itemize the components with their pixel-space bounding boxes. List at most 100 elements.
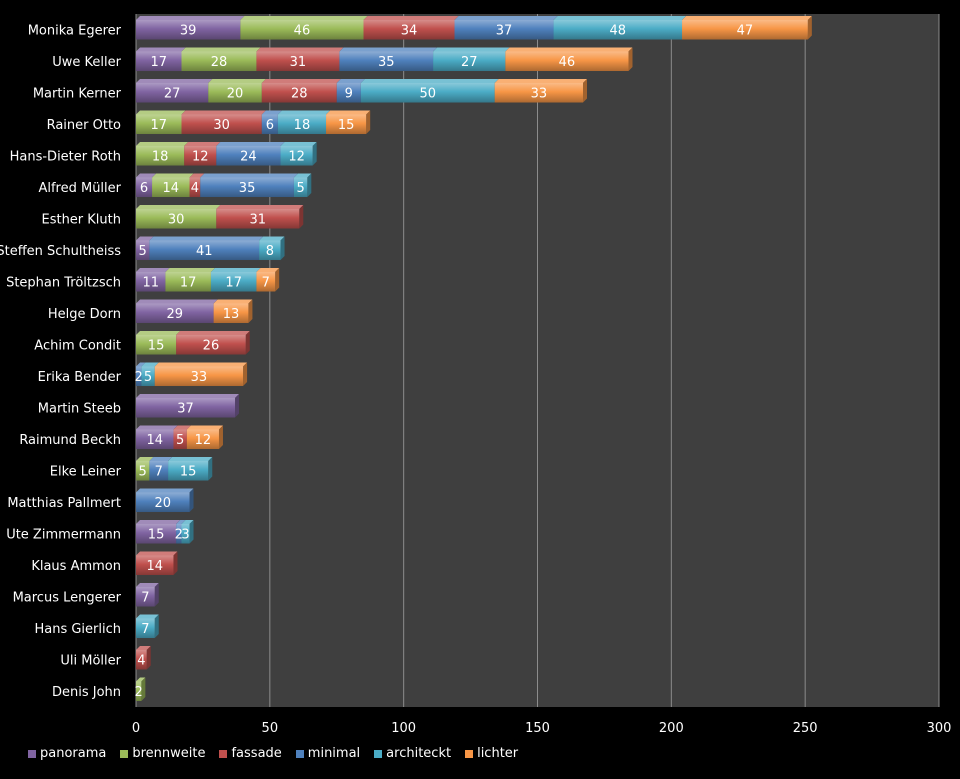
category-label: Alfred Müller <box>38 181 121 196</box>
x-tick-label: 250 <box>793 721 818 736</box>
data-label: 17 <box>225 275 242 290</box>
data-label: 33 <box>191 370 208 385</box>
bar-segment-architeckt <box>210 271 257 292</box>
legend-label: lichter <box>477 746 519 761</box>
data-label: 37 <box>177 401 194 416</box>
data-label: 12 <box>192 149 209 164</box>
legend-swatch <box>465 749 474 758</box>
data-label: 11 <box>142 275 159 290</box>
data-label: 5 <box>296 181 304 196</box>
category-label: Martin Kerner <box>33 86 122 101</box>
x-tick-label: 0 <box>132 721 140 736</box>
data-label: 14 <box>146 433 163 448</box>
bar-top-face <box>149 236 264 241</box>
bar-side-face <box>248 299 253 324</box>
data-label: 24 <box>240 149 257 164</box>
bar-side-face <box>189 519 194 544</box>
bar-segment-brennweite <box>240 19 364 40</box>
category-label: Helge Dorn <box>48 307 121 322</box>
bar-segment-fassade <box>261 82 337 103</box>
bar-top-face <box>136 582 159 587</box>
data-label: 17 <box>150 55 167 70</box>
bar-top-face <box>494 78 588 83</box>
x-tick-label: 150 <box>525 721 550 736</box>
bar-segment-architeckt <box>168 460 209 481</box>
data-label: 7 <box>141 590 149 605</box>
data-label: 39 <box>180 23 197 38</box>
legend-item-panorama: panorama <box>28 746 106 761</box>
bar-segment-brennweite <box>208 82 262 103</box>
data-label: 17 <box>180 275 197 290</box>
bar-segment-panorama <box>136 523 177 544</box>
bar-side-face <box>243 362 248 387</box>
bar-top-face <box>210 267 261 272</box>
bar-top-face <box>136 78 213 83</box>
bar-top-face <box>136 519 181 524</box>
bar-top-face <box>136 456 154 461</box>
data-label: 30 <box>213 118 230 133</box>
bar-top-face <box>339 47 438 52</box>
data-label: 28 <box>211 55 228 70</box>
bar-segment-lichter <box>326 114 367 135</box>
bar-segment-architeckt <box>136 618 155 639</box>
bar-top-face <box>136 677 146 682</box>
bar-top-face <box>136 393 240 398</box>
data-label: 2 <box>175 527 183 542</box>
category-label: Erika Bender <box>38 370 122 385</box>
bar-segment-architeckt <box>553 19 683 40</box>
bar-segment-brennweite <box>181 51 257 72</box>
bar-top-face <box>293 173 312 178</box>
bar-side-face <box>245 330 250 355</box>
bar-top-face <box>136 267 170 272</box>
bar-top-face <box>136 330 181 335</box>
legend-label: fassade <box>231 746 282 761</box>
data-label: 14 <box>146 559 163 574</box>
category-label: Denis John <box>52 685 121 700</box>
bar-top-face <box>136 488 194 493</box>
legend-item-architeckt: architeckt <box>374 746 451 761</box>
category-label: Rainer Otto <box>47 118 121 133</box>
bar-segment-panorama <box>136 586 155 607</box>
bar-segment-panorama <box>136 397 236 418</box>
bar-top-face <box>149 456 173 461</box>
data-label: 48 <box>610 23 627 38</box>
bar-side-face <box>173 551 178 576</box>
bar-side-face <box>218 425 223 450</box>
bar-side-face <box>312 141 317 166</box>
bar-segment-architeckt <box>360 82 495 103</box>
bar-segment-minimal <box>261 114 278 135</box>
legend-label: panorama <box>40 746 107 761</box>
bar-top-face <box>360 78 499 83</box>
data-label: 6 <box>140 181 148 196</box>
data-label: 4 <box>137 653 145 668</box>
legend-swatch <box>28 749 36 758</box>
data-label: 9 <box>345 86 353 101</box>
data-label: 34 <box>401 23 418 38</box>
bar-top-face <box>326 110 371 115</box>
data-label: 5 <box>139 244 147 259</box>
bar-top-face <box>682 15 812 20</box>
x-tick-label: 50 <box>262 721 279 736</box>
category-label: Esther Kluth <box>41 212 121 227</box>
data-label: 20 <box>154 496 171 511</box>
data-label: 5 <box>144 370 152 385</box>
x-tick-label: 100 <box>391 721 416 736</box>
bar-segment-panorama <box>136 240 150 261</box>
bar-segment-fassade <box>173 429 187 450</box>
bar-top-face <box>261 110 282 115</box>
bar-top-face <box>168 456 213 461</box>
data-label: 2 <box>135 370 143 385</box>
bar-segment-minimal <box>136 492 190 513</box>
legend: panorama brennweite fassade minimal architec… <box>28 746 518 761</box>
data-label: 15 <box>180 464 197 479</box>
bar-segment-minimal <box>149 240 260 261</box>
x-tick-labels: 0 50 100 150 200 250 300 <box>132 721 952 736</box>
bar-top-face <box>259 236 285 241</box>
bar-segment-panorama <box>136 303 214 324</box>
bar-top-face <box>173 425 191 430</box>
data-label: 5 <box>139 464 147 479</box>
bar-side-face <box>299 204 304 229</box>
bar-top-face <box>176 330 250 335</box>
